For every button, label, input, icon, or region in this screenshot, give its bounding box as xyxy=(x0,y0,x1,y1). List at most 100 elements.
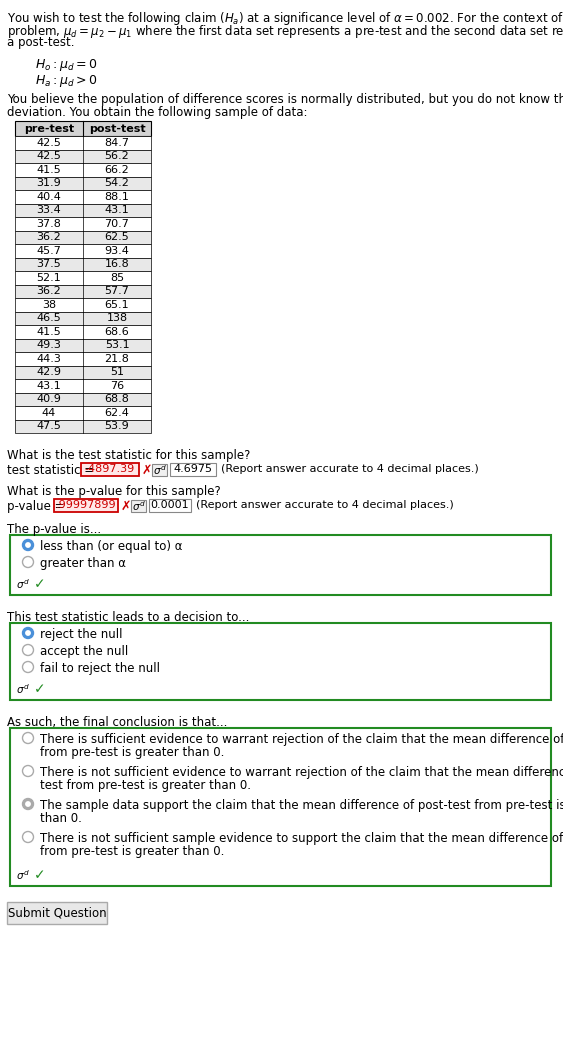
Bar xyxy=(15,352,151,365)
Circle shape xyxy=(23,799,34,809)
Text: 40.9: 40.9 xyxy=(37,395,61,404)
Circle shape xyxy=(26,543,30,548)
Bar xyxy=(15,217,151,230)
Text: 57.7: 57.7 xyxy=(105,286,129,296)
Text: greater than α: greater than α xyxy=(40,557,126,570)
Text: The p-value is...: The p-value is... xyxy=(7,523,101,536)
Bar xyxy=(15,420,151,433)
Text: $H_o: \mu_d = 0$: $H_o: \mu_d = 0$ xyxy=(35,57,97,73)
Text: 68.8: 68.8 xyxy=(105,395,129,404)
Bar xyxy=(149,499,191,512)
Text: 138: 138 xyxy=(106,313,128,323)
Text: accept the null: accept the null xyxy=(40,645,128,658)
Text: There is sufficient evidence to warrant rejection of the claim that the mean dif: There is sufficient evidence to warrant … xyxy=(40,733,563,746)
Bar xyxy=(54,499,118,512)
Text: There is not sufficient evidence to warrant rejection of the claim that the mean: There is not sufficient evidence to warr… xyxy=(40,766,563,779)
Text: 93.4: 93.4 xyxy=(105,246,129,255)
Text: What is the p-value for this sample?: What is the p-value for this sample? xyxy=(7,485,221,498)
Text: post-test: post-test xyxy=(89,123,145,134)
Text: ✓: ✓ xyxy=(34,868,46,882)
Text: $\sigma^d$: $\sigma^d$ xyxy=(16,683,30,696)
Text: The sample data support the claim that the mean difference of post-test from pre: The sample data support the claim that t… xyxy=(40,799,563,812)
Text: As such, the final conclusion is that...: As such, the final conclusion is that... xyxy=(7,716,227,729)
Text: 45.7: 45.7 xyxy=(37,246,61,255)
Text: than 0.: than 0. xyxy=(40,812,82,825)
Text: There is not sufficient sample evidence to support the claim that the mean diffe: There is not sufficient sample evidence … xyxy=(40,832,563,845)
Text: 43.1: 43.1 xyxy=(37,381,61,390)
Bar xyxy=(14,682,32,696)
Text: 40.4: 40.4 xyxy=(37,192,61,202)
Text: 51: 51 xyxy=(110,367,124,378)
Text: 33.4: 33.4 xyxy=(37,206,61,215)
Circle shape xyxy=(26,802,30,806)
Bar xyxy=(14,868,32,882)
Text: deviation. You obtain the following sample of data:: deviation. You obtain the following samp… xyxy=(7,106,307,119)
Text: from pre-test is greater than 0.: from pre-test is greater than 0. xyxy=(40,746,225,759)
Bar xyxy=(15,311,151,325)
Text: problem, $\mu_d = \mu_2 - \mu_1$ where the first data set represents a pre-test : problem, $\mu_d = \mu_2 - \mu_1$ where t… xyxy=(7,23,563,40)
Text: 41.5: 41.5 xyxy=(37,165,61,175)
Bar xyxy=(15,285,151,298)
Text: from pre-test is greater than 0.: from pre-test is greater than 0. xyxy=(40,845,225,858)
Text: (Report answer accurate to 4 decimal places.): (Report answer accurate to 4 decimal pla… xyxy=(196,500,454,510)
Text: 37.5: 37.5 xyxy=(37,260,61,269)
Text: ✓: ✓ xyxy=(34,577,46,591)
Bar xyxy=(10,535,551,595)
Text: You wish to test the following claim ($H_a$) at a significance level of $\alpha : You wish to test the following claim ($H… xyxy=(7,9,563,27)
Text: test statistic =: test statistic = xyxy=(7,464,98,477)
Text: 65.1: 65.1 xyxy=(105,300,129,310)
Text: less than (or equal to) α: less than (or equal to) α xyxy=(40,540,182,553)
Text: 53.1: 53.1 xyxy=(105,341,129,350)
Text: Submit Question: Submit Question xyxy=(8,906,106,920)
Bar xyxy=(15,136,151,150)
Text: This test statistic leads to a decision to...: This test statistic leads to a decision … xyxy=(7,611,249,624)
Bar xyxy=(15,298,151,311)
Bar xyxy=(10,624,551,701)
Text: -4897.39: -4897.39 xyxy=(85,464,135,475)
Text: 52.1: 52.1 xyxy=(37,273,61,283)
Text: 31.9: 31.9 xyxy=(37,178,61,188)
Text: 62.4: 62.4 xyxy=(105,407,129,418)
Text: 16.8: 16.8 xyxy=(105,260,129,269)
Text: 38: 38 xyxy=(42,300,56,310)
Bar xyxy=(15,339,151,352)
Text: 85: 85 xyxy=(110,273,124,283)
Bar xyxy=(15,244,151,257)
Text: 68.6: 68.6 xyxy=(105,327,129,337)
Text: 44: 44 xyxy=(42,407,56,418)
Text: 53.9: 53.9 xyxy=(105,421,129,431)
Bar xyxy=(15,257,151,271)
Circle shape xyxy=(23,628,34,638)
Text: $H_a: \mu_d > 0$: $H_a: \mu_d > 0$ xyxy=(35,73,97,89)
Text: 56.2: 56.2 xyxy=(105,151,129,161)
Text: 43.1: 43.1 xyxy=(105,206,129,215)
Text: test from pre-test is greater than 0.: test from pre-test is greater than 0. xyxy=(40,779,251,792)
Text: 42.5: 42.5 xyxy=(37,138,61,148)
Bar xyxy=(15,190,151,204)
Bar xyxy=(15,121,151,136)
Bar xyxy=(15,176,151,190)
Text: a post-test.: a post-test. xyxy=(7,36,74,49)
Text: 36.2: 36.2 xyxy=(37,286,61,296)
Text: 49.3: 49.3 xyxy=(37,341,61,350)
Bar xyxy=(15,379,151,392)
Text: 37.8: 37.8 xyxy=(37,218,61,229)
Text: 4.6975: 4.6975 xyxy=(173,464,212,475)
Bar xyxy=(15,392,151,406)
Text: 36.2: 36.2 xyxy=(37,232,61,243)
Bar xyxy=(10,728,551,886)
Bar xyxy=(15,325,151,339)
Text: 62.5: 62.5 xyxy=(105,232,129,243)
Text: 70.7: 70.7 xyxy=(105,218,129,229)
Text: 54.2: 54.2 xyxy=(105,178,129,188)
Text: ✓: ✓ xyxy=(34,682,46,696)
Bar xyxy=(131,500,146,512)
Text: 44.3: 44.3 xyxy=(37,353,61,364)
Text: 41.5: 41.5 xyxy=(37,327,61,337)
Text: pre-test: pre-test xyxy=(24,123,74,134)
Bar xyxy=(15,150,151,164)
Bar xyxy=(15,204,151,217)
Text: .99997899: .99997899 xyxy=(56,500,117,511)
Text: ✗: ✗ xyxy=(142,464,153,477)
Text: (Report answer accurate to 4 decimal places.): (Report answer accurate to 4 decimal pla… xyxy=(221,464,479,474)
